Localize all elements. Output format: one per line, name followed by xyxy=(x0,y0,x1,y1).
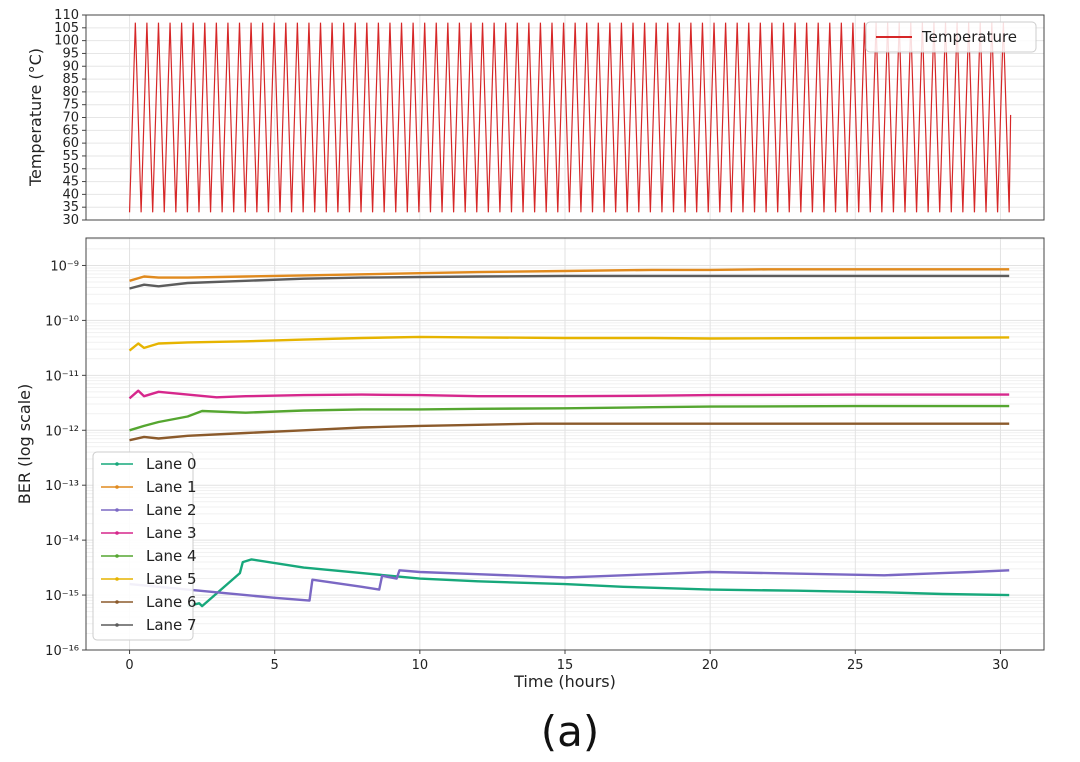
temperature-y-tick-label: 75 xyxy=(62,98,79,113)
temperature-legend: Temperature xyxy=(865,21,1037,53)
ber-legend-marker xyxy=(115,485,119,489)
ber-legend-label: Lane 7 xyxy=(146,616,197,634)
temperature-y-tick-label: 55 xyxy=(62,149,79,164)
ber-line-lane-1 xyxy=(129,268,1010,282)
ber-x-ticks: 0 5 10 15 20 25 30 xyxy=(125,650,1009,673)
ber-y-tick-label: 10⁻¹⁵ xyxy=(45,589,79,604)
ber-legend-marker xyxy=(115,462,119,466)
ber-y-tick-label: 10⁻¹⁶ xyxy=(45,644,79,659)
temperature-legend-label: Temperature xyxy=(921,28,1017,46)
ber-x-tick-label: 10 xyxy=(412,658,429,673)
ber-legend-label: Lane 0 xyxy=(146,455,197,473)
temperature-y-tick-label: 45 xyxy=(62,175,79,190)
ber-line-lane-4 xyxy=(129,404,1010,432)
ber-x-tick-label: 15 xyxy=(557,658,574,673)
figure-caption: (a) xyxy=(541,707,600,756)
ber-x-tick-label: 25 xyxy=(847,658,864,673)
ber-legend-label: Lane 2 xyxy=(146,501,197,519)
ber-legend-label: Lane 6 xyxy=(146,593,197,611)
temperature-y-tick-label: 60 xyxy=(62,136,79,151)
ber-y-tick-label: 10⁻¹³ xyxy=(45,479,79,494)
ber-legend-marker xyxy=(115,600,119,604)
temperature-y-tick-label: 100 xyxy=(54,34,79,49)
temperature-y-tick-label: 70 xyxy=(62,111,79,126)
ber-x-tick-label: 5 xyxy=(271,658,279,673)
ber-legend-marker xyxy=(115,531,119,535)
ber-legend: Lane 0 Lane 1 Lane 2 Lane 3 Lane 4 Lane 5 Lane… xyxy=(92,451,197,641)
ber-legend-label: Lane 4 xyxy=(146,547,197,565)
temperature-y-tick-label: 65 xyxy=(62,123,79,138)
temperature-y-axis-label: Temperature (°C) xyxy=(26,48,45,187)
ber-legend-marker xyxy=(115,623,119,627)
temperature-y-tick-label: 35 xyxy=(62,200,79,215)
ber-y-tick-label: 10⁻⁹ xyxy=(50,259,79,274)
ber-y-tick-label: 10⁻¹⁴ xyxy=(45,534,79,549)
ber-y-axis-label: BER (log scale) xyxy=(15,384,34,504)
ber-legend-label: Lane 5 xyxy=(146,570,197,588)
ber-panel: 10⁻⁹10⁻¹⁰10⁻¹¹10⁻¹²10⁻¹³10⁻¹⁴10⁻¹⁵10⁻¹⁶ … xyxy=(15,237,1045,691)
ber-legend-box xyxy=(92,451,194,641)
ber-line-lane-2 xyxy=(129,569,1010,602)
ber-line-lane-7 xyxy=(129,274,1010,290)
ber-legend-marker xyxy=(115,554,119,558)
ber-grid xyxy=(86,238,1044,651)
ber-y-tick-label: 10⁻¹⁰ xyxy=(45,314,79,329)
ber-y-ticks: 10⁻⁹ 10⁻¹⁰ 10⁻¹¹ 10⁻¹² 10⁻¹³ 10⁻¹⁴ 10⁻¹⁵ 10⁻¹⁶ xyxy=(45,259,86,659)
ber-line-lane-5 xyxy=(128,335,1010,352)
temperature-series xyxy=(128,22,1012,213)
ber-line-lane-0 xyxy=(187,558,1010,608)
temperature-y-tick-label: 110 xyxy=(54,8,79,23)
temperature-y-tick-label: 50 xyxy=(62,162,79,177)
ber-y-tick-label: 10⁻¹² xyxy=(45,424,79,439)
ber-x-tick-label: 30 xyxy=(992,658,1009,673)
ber-series xyxy=(128,268,1010,608)
temperature-y-tick-label: 85 xyxy=(62,72,79,87)
ber-legend-marker xyxy=(115,577,119,581)
temperature-legend-box xyxy=(865,21,1037,53)
ber-x-axis-label: Time (hours) xyxy=(513,672,616,691)
ber-line-lane-6 xyxy=(129,422,1010,442)
temperature-y-tick-label: 30 xyxy=(62,213,79,228)
ber-legend-label: Lane 1 xyxy=(146,478,197,496)
temperature-line xyxy=(128,22,1012,213)
ber-legend-marker xyxy=(115,508,119,512)
ber-x-tick-label: 20 xyxy=(702,658,719,673)
temperature-y-tick-label: 105 xyxy=(54,21,79,36)
ber-x-tick-label: 0 xyxy=(125,658,133,673)
ber-legend-label: Lane 3 xyxy=(146,524,197,542)
ber-line-lane-3 xyxy=(128,389,1010,400)
ber-y-tick-label: 10⁻¹¹ xyxy=(45,369,79,384)
temperature-y-tick-label: 80 xyxy=(62,85,79,100)
temperature-y-tick-label: 40 xyxy=(62,187,79,202)
temperature-y-tick-label: 90 xyxy=(62,59,79,74)
temperature-y-tick-label: 95 xyxy=(62,46,79,61)
